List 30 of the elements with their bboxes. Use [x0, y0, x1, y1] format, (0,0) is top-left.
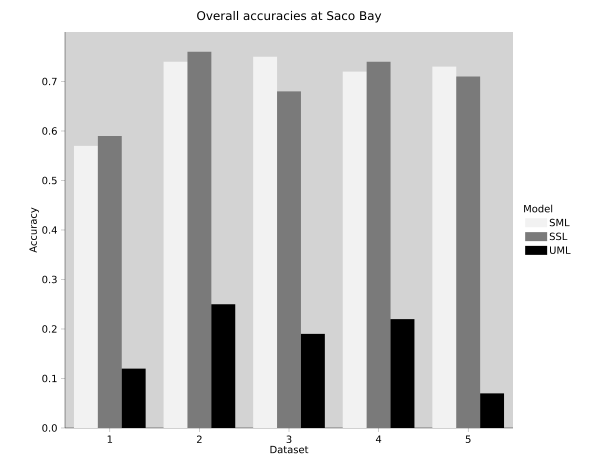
bar	[98, 136, 122, 428]
legend-label: SSL	[550, 232, 568, 240]
y-tick-label: 0.0	[42, 424, 57, 432]
legend-label: UML	[550, 246, 571, 254]
legend-title: Model	[524, 204, 552, 212]
y-tick-label: 0.5	[42, 176, 57, 184]
x-axis-title: Dataset	[270, 446, 308, 454]
bar	[74, 146, 98, 428]
y-tick-label: 0.2	[42, 325, 56, 333]
x-tick-label: 4	[376, 436, 382, 443]
y-tick-label: 0.6	[42, 127, 57, 135]
x-tick-label: 1	[108, 436, 112, 443]
bar	[187, 52, 212, 428]
y-tick-label: 0.4	[42, 226, 57, 234]
bar	[164, 62, 188, 428]
x-tick-label: 2	[196, 435, 202, 443]
bar	[342, 72, 367, 428]
bar	[277, 91, 301, 428]
x-tick-label: 5	[466, 436, 471, 443]
y-tick-label: 0.7	[42, 78, 57, 86]
y-axis-title: Accuracy	[29, 208, 39, 253]
bar	[253, 56, 278, 428]
y-tick-label: 0.1	[42, 374, 57, 382]
y-tick-label: 0.3	[42, 276, 57, 284]
x-tick-label: 3	[286, 435, 292, 444]
bar	[432, 66, 456, 428]
chart-title: Overall accuracies at Saco Bay	[197, 10, 382, 22]
bar	[456, 76, 480, 428]
bar	[366, 62, 391, 428]
legend-label: SML	[550, 218, 570, 226]
